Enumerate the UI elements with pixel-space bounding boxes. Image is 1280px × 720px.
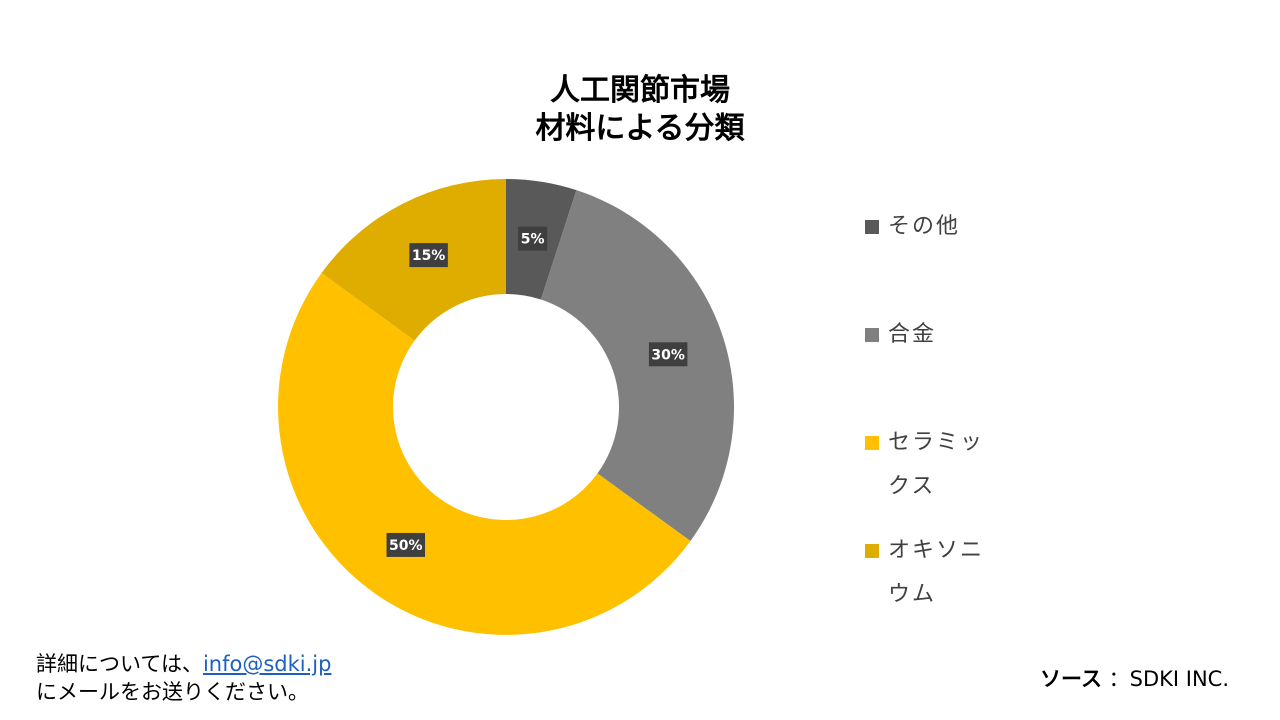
- data-label-box: [518, 226, 548, 251]
- data-label-box: [386, 532, 426, 557]
- source-credit: ソース ：SDKI INC.: [1040, 665, 1229, 693]
- data-label-other: 5%: [518, 226, 548, 251]
- legend-label: オキソニウム: [888, 538, 985, 607]
- donut-slice-alloy: [540, 190, 734, 542]
- data-label-text: 5%: [521, 232, 545, 248]
- contact-note-prefix: 詳細については、: [36, 652, 203, 676]
- legend-item-other: その他: [865, 205, 988, 249]
- source-label: ソース: [1040, 667, 1102, 691]
- legend-swatch: [865, 544, 879, 558]
- email-link[interactable]: info@sdki.jp: [202, 652, 332, 676]
- contact-note: 詳細については、info@sdki.jp にメールをお送りください。: [36, 650, 331, 706]
- chart-title-line-2: 材料による分類: [535, 111, 745, 146]
- legend-swatch: [865, 220, 879, 234]
- legend-item-alloy: 合金: [865, 313, 988, 357]
- legend-label: その他: [888, 214, 961, 239]
- donut-slice-ceramics: [278, 272, 691, 635]
- data-label-text: 50%: [389, 538, 423, 554]
- chart-title: 人工関節市場 材料による分類: [440, 72, 840, 148]
- data-label-text: 30%: [651, 347, 685, 363]
- legend-swatch: [865, 328, 879, 342]
- source-value: ：SDKI INC.: [1108, 667, 1230, 691]
- chart-title-line-1: 人工関節市場: [550, 73, 730, 108]
- data-label-box: [648, 342, 688, 367]
- data-label-text: 15%: [412, 248, 446, 264]
- legend-swatch: [865, 436, 879, 450]
- data-label-ceramics: 50%: [386, 532, 426, 557]
- legend-label: 合金: [888, 322, 937, 347]
- legend-label: セラミックス: [888, 430, 985, 499]
- contact-note-line-2: にメールをお送りください。: [36, 680, 309, 704]
- data-label-box: [409, 243, 448, 268]
- legend-item-ceramics: セラミックス: [865, 421, 988, 509]
- legend-item-oxonium: オキソニウム: [865, 529, 988, 617]
- data-label-alloy: 30%: [648, 342, 688, 367]
- data-label-oxonium: 15%: [409, 243, 448, 268]
